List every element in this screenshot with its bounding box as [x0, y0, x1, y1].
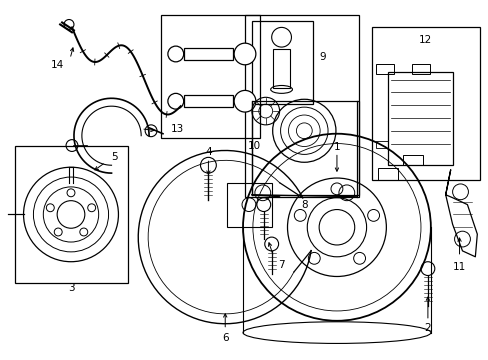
- Text: 7: 7: [277, 260, 284, 270]
- Text: 10: 10: [247, 140, 261, 150]
- Text: 14: 14: [50, 60, 63, 70]
- Bar: [183, 95, 233, 107]
- Text: 6: 6: [222, 333, 228, 342]
- Bar: [15, 145, 128, 283]
- Bar: [183, 48, 233, 60]
- Bar: [376, 141, 387, 148]
- Text: 9: 9: [319, 52, 325, 62]
- Bar: [402, 156, 422, 165]
- Ellipse shape: [234, 43, 255, 65]
- Text: 2: 2: [424, 323, 430, 333]
- Ellipse shape: [234, 90, 255, 112]
- Text: 12: 12: [418, 35, 432, 45]
- Bar: [378, 168, 397, 180]
- Text: 8: 8: [301, 199, 307, 210]
- Text: 1: 1: [333, 143, 340, 152]
- Bar: [387, 72, 452, 165]
- Bar: [376, 64, 393, 74]
- Bar: [272, 49, 290, 89]
- Bar: [371, 27, 479, 180]
- Text: 4: 4: [204, 148, 211, 157]
- Text: 11: 11: [452, 262, 465, 272]
- Bar: [251, 101, 358, 195]
- Bar: [227, 183, 271, 227]
- Text: 5: 5: [111, 152, 118, 162]
- Text: 13: 13: [170, 124, 183, 134]
- Text: 3: 3: [67, 283, 74, 293]
- Bar: [251, 21, 313, 104]
- Bar: [161, 15, 259, 138]
- Bar: [411, 64, 429, 74]
- Bar: [244, 15, 358, 197]
